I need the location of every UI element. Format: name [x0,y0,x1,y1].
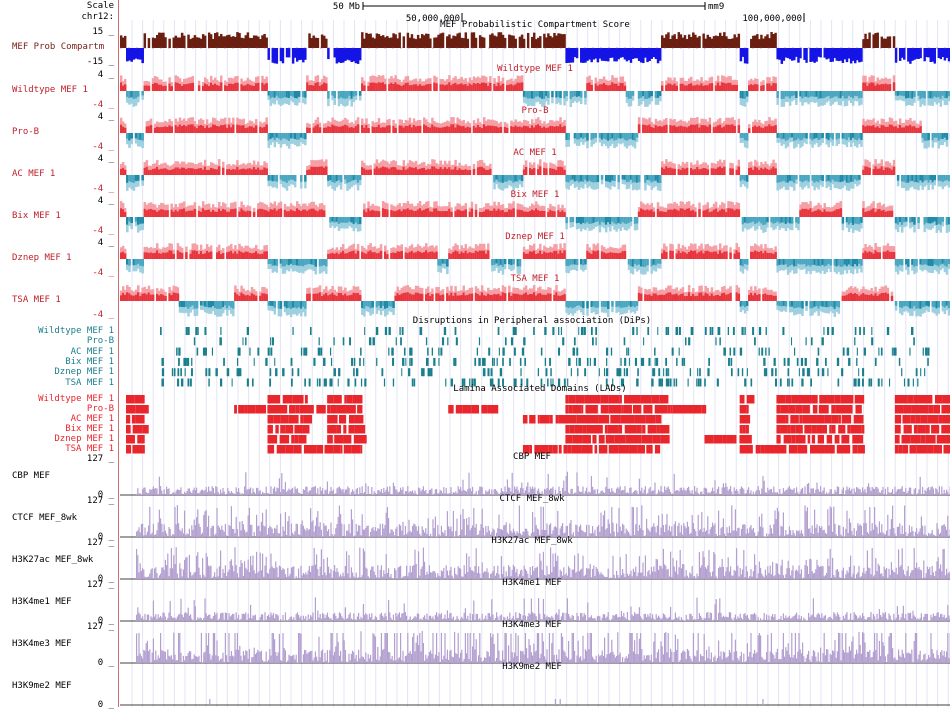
scale-label: Scale [87,1,114,11]
ymin-compartment: -15 _ [87,57,114,67]
sidebar-label-compartment[interactable]: MEF Prob Compartm [12,42,104,52]
ymin-k4me3: 0 _ [98,658,114,668]
ymax-k4me1: 127 _ [87,580,114,590]
ymax-bix: 4 _ [98,196,114,206]
ymin-tsa: -4 _ [92,310,114,320]
ymax-cbp: 127 _ [87,454,114,464]
ymin-dznep: -4 _ [92,268,114,278]
ymin-wt: -4 _ [92,100,114,110]
ymax-k27ac: 127 _ [87,538,114,548]
lads-label-5[interactable]: TSA MEF 1 [65,444,114,454]
lads-label-4[interactable]: Dznep MEF 1 [54,434,114,444]
signal-title-k4me3: H3K4me3 MEF [502,620,562,630]
sidebar-label-prob[interactable]: Pro-B [12,127,39,137]
ymax-prob: 4 _ [98,112,114,122]
ymax-k4me3: 127 _ [87,622,114,632]
track-title-compartment: MEF Probabilistic Compartment Score [440,20,630,30]
ymin-prob: -4 _ [92,142,114,152]
dips-label-4[interactable]: Dznep MEF 1 [54,367,114,377]
sidebar-label-k4me3[interactable]: H3K4me3 MEF [12,639,72,649]
chrom-label: chr12: [81,12,114,22]
sidebar-label-wt[interactable]: Wildtype MEF 1 [12,85,88,95]
assembly-label: mm9 [708,2,724,12]
sidebar-label-k27ac[interactable]: H3K27ac MEF_8wk [12,555,93,565]
sidebar-label-bix[interactable]: Bix MEF 1 [12,211,61,221]
track-labels: Scale chr12: MEF Prob Compartm 15 _ -15 _ W… [0,0,118,707]
coord-100m: 100,000,000 [742,14,802,24]
dips-track[interactable] [160,327,930,387]
ymin-ac: -4 _ [92,184,114,194]
sidebar-label-ac[interactable]: AC MEF 1 [12,169,55,179]
sidebar-divider [118,0,119,707]
signal-title-k27ac: H3K27ac MEF_8wk [491,536,573,546]
lads-title: Lamina Associated Domains (LADs) [453,384,626,394]
ymax-dznep: 4 _ [98,238,114,248]
dips-label-2[interactable]: AC MEF 1 [71,347,114,357]
track-title-prob: Pro-B [521,106,548,116]
signal-title-k9me2: H3K9me2 MEF [502,662,562,672]
track-title-tsa: TSA MEF 1 [511,274,560,284]
ymin-bix: -4 _ [92,226,114,236]
signal-title-ctcf: CTCF MEF_8wk [499,494,565,504]
sidebar-label-ctcf[interactable]: CTCF MEF_8wk [12,513,77,523]
dips-title: Disruptions in Peripheral association (D… [413,316,651,326]
ymax-compartment: 15 _ [92,27,114,37]
sidebar-label-k9me2[interactable]: H3K9me2 MEF [12,681,72,691]
lads-label-0[interactable]: Wildtype MEF 1 [38,394,114,404]
ymax-ctcf: 127 _ [87,496,114,506]
lads-track[interactable] [126,395,950,454]
sidebar-label-tsa[interactable]: TSA MEF 1 [12,295,61,305]
track-title-bix: Bix MEF 1 [511,190,560,200]
signal-title-cbp: CBP MEF [513,452,551,462]
dips-label-3[interactable]: Bix MEF 1 [65,357,114,367]
ymin-k9me2: 0 _ [98,700,114,710]
signal-title-k4me1: H3K4me1 MEF [502,578,562,588]
track-title-ac: AC MEF 1 [513,148,556,158]
sidebar-label-k4me1[interactable]: H3K4me1 MEF [12,597,72,607]
sidebar-label-dznep[interactable]: Dznep MEF 1 [12,253,72,263]
ymax-wt: 4 _ [98,70,114,80]
dips-label-5[interactable]: TSA MEF 1 [65,378,114,388]
lads-label-3[interactable]: Bix MEF 1 [65,424,114,434]
track-title-dznep: Dznep MEF 1 [505,232,565,242]
lads-label-1[interactable]: Pro-B [87,404,114,414]
ymax-ac: 4 _ [98,154,114,164]
track-title-wt: Wildtype MEF 1 [497,64,573,74]
dips-label-0[interactable]: Wildtype MEF 1 [38,326,114,336]
scale-bar-text: 50 Mb [333,2,360,12]
sidebar-label-cbp[interactable]: CBP MEF [12,471,50,481]
dips-label-1[interactable]: Pro-B [87,336,114,346]
lads-label-2[interactable]: AC MEF 1 [71,414,114,424]
